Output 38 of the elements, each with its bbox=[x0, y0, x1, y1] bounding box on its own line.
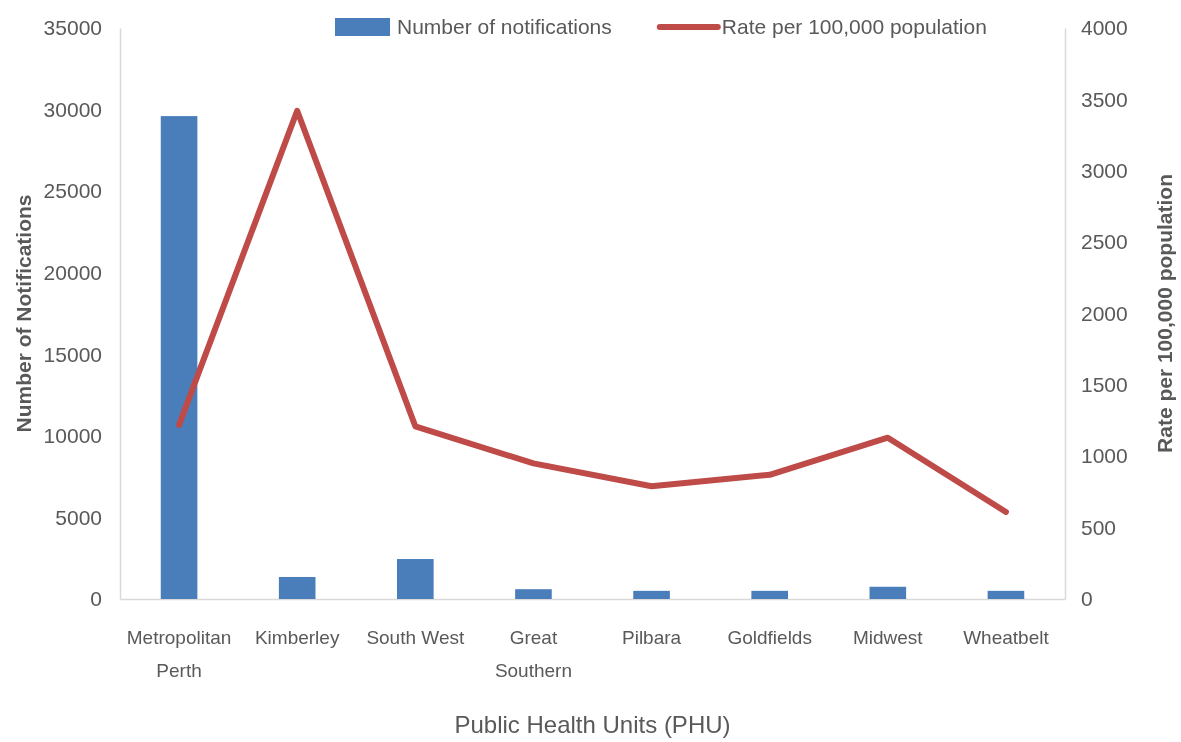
y-tick-label: 0 bbox=[90, 587, 102, 611]
y2-tick-label: 1000 bbox=[1081, 444, 1128, 468]
bar bbox=[397, 559, 434, 599]
y2-tick-label: 2500 bbox=[1081, 230, 1128, 254]
y-tick-label: 25000 bbox=[43, 179, 102, 203]
y-tick-label: 5000 bbox=[55, 505, 102, 529]
x-tick-label: Pilbara bbox=[621, 627, 682, 648]
y-tick-label: 20000 bbox=[43, 260, 102, 284]
y-tick-label: 35000 bbox=[43, 16, 102, 40]
x-axis-title: Public Health Units (PHU) bbox=[454, 711, 731, 738]
legend-label: Rate per 100,000 population bbox=[721, 15, 987, 38]
bar bbox=[987, 590, 1025, 599]
y2-tick-label: 3000 bbox=[1081, 158, 1128, 182]
x-tick-label: Wheatbelt bbox=[963, 627, 1050, 648]
x-tick-label: Metropolitan Perth bbox=[126, 627, 232, 681]
bar bbox=[633, 590, 670, 599]
bar bbox=[278, 576, 316, 599]
y2-tick-label: 3500 bbox=[1081, 87, 1128, 111]
x-tick-label: South West bbox=[366, 627, 465, 648]
y-tick-label: 10000 bbox=[43, 424, 102, 448]
y2-tick-label: 0 bbox=[1081, 587, 1093, 611]
bar bbox=[160, 116, 198, 599]
legend-label: Number of notifications bbox=[397, 15, 612, 38]
bar bbox=[751, 590, 788, 599]
y2-tick-label: 1500 bbox=[1081, 373, 1128, 397]
y2-axis-title: Rate per 100,000 population bbox=[1153, 174, 1176, 453]
x-tick-label: Midwest bbox=[852, 627, 924, 648]
y2-tick-label: 2000 bbox=[1081, 301, 1128, 325]
y-tick-label: 30000 bbox=[43, 97, 102, 121]
x-tick-label: Great Southern bbox=[494, 627, 572, 681]
x-tick-label: Kimberley bbox=[254, 627, 340, 648]
y-axis-title: Number of Notifications bbox=[12, 194, 35, 433]
y2-tick-label: 4000 bbox=[1081, 16, 1128, 40]
bar bbox=[515, 589, 552, 599]
y-tick-label: 15000 bbox=[43, 342, 102, 366]
y2-tick-label: 500 bbox=[1081, 515, 1117, 539]
bar bbox=[869, 586, 907, 599]
x-tick-label: Goldfields bbox=[727, 627, 812, 648]
